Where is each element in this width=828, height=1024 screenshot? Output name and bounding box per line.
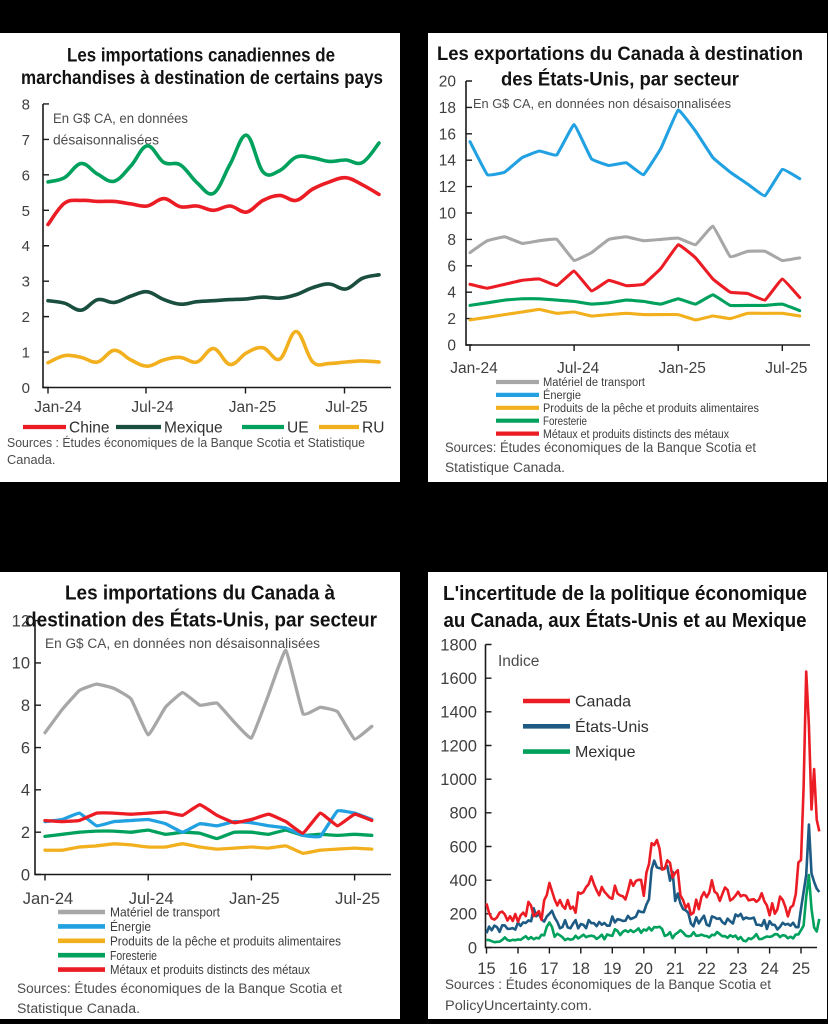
svg-text:6: 6	[22, 167, 30, 184]
svg-text:En G$ CA, en données non désai: En G$ CA, en données non désaisonnalisée…	[45, 636, 320, 651]
svg-text:Jan-25: Jan-25	[229, 890, 279, 908]
svg-text:3: 3	[22, 274, 30, 291]
svg-text:Statistique Canada.: Statistique Canada.	[17, 1001, 140, 1017]
svg-text:10: 10	[439, 206, 457, 223]
svg-text:600: 600	[449, 838, 477, 856]
svg-text:7: 7	[22, 132, 30, 149]
svg-text:1400: 1400	[440, 704, 477, 722]
svg-text:Produits de la pêche et produi: Produits de la pêche et produits aliment…	[543, 403, 759, 415]
svg-text:15: 15	[477, 960, 495, 978]
svg-text:Sources : Études économiques d: Sources : Études économiques de la Banqu…	[7, 435, 365, 450]
svg-text:16: 16	[509, 960, 527, 978]
svg-text:Jul-24: Jul-24	[129, 890, 174, 908]
svg-text:8: 8	[447, 232, 456, 249]
svg-text:21: 21	[666, 960, 684, 978]
svg-text:En G$ CA, en données: En G$ CA, en données	[53, 111, 188, 126]
svg-text:RU: RU	[362, 420, 384, 437]
svg-text:24: 24	[760, 960, 778, 978]
svg-text:Produits de la pêche et produi: Produits de la pêche et produits aliment…	[110, 934, 341, 948]
svg-text:Jan-25: Jan-25	[229, 399, 276, 416]
svg-text:Jul-25: Jul-25	[325, 399, 367, 416]
svg-text:1200: 1200	[440, 737, 477, 755]
svg-text:12: 12	[439, 179, 456, 196]
svg-text:Canada: Canada	[575, 694, 631, 711]
svg-text:6: 6	[21, 739, 30, 757]
svg-text:Jan-25: Jan-25	[658, 360, 705, 377]
svg-text:0: 0	[22, 380, 30, 397]
svg-text:0: 0	[468, 939, 477, 957]
svg-text:18: 18	[439, 100, 456, 117]
svg-text:Les importations canadiennes d: Les importations canadiennes de	[67, 46, 335, 67]
svg-text:Foresterie: Foresterie	[543, 416, 587, 428]
svg-text:8: 8	[21, 697, 30, 715]
svg-text:Jul-25: Jul-25	[765, 360, 807, 377]
svg-text:200: 200	[449, 906, 477, 924]
svg-text:Métaux et produits distincts d: Métaux et produits distincts des métaux	[110, 963, 311, 977]
svg-text:Jul-24: Jul-24	[131, 399, 174, 416]
svg-text:des États-Unis, par secteur: des États-Unis, par secteur	[501, 69, 740, 91]
svg-text:16: 16	[439, 126, 456, 143]
svg-text:Indice: Indice	[498, 653, 539, 670]
svg-text:4: 4	[21, 782, 30, 800]
svg-text:Foresterie: Foresterie	[110, 949, 157, 963]
svg-text:2: 2	[21, 824, 30, 842]
svg-text:20: 20	[635, 960, 653, 978]
svg-text:Sources : Études économiques d: Sources : Études économiques de la Banqu…	[445, 976, 771, 993]
svg-text:2: 2	[22, 309, 30, 326]
svg-text:UE: UE	[287, 420, 309, 437]
svg-text:4: 4	[447, 285, 456, 302]
svg-text:États-Unis: États-Unis	[575, 717, 649, 736]
svg-text:8: 8	[22, 97, 30, 114]
svg-text:au Canada, aux États-Unis et a: au Canada, aux États-Unis et au Mexique	[444, 609, 807, 632]
svg-text:Jan-24: Jan-24	[34, 399, 82, 416]
svg-text:10: 10	[12, 655, 30, 673]
svg-text:Les exportations du Canada à d: Les exportations du Canada à destination	[437, 44, 803, 65]
svg-text:6: 6	[447, 258, 456, 275]
svg-text:En G$ CA, en données non désai: En G$ CA, en données non désaisonnalisée…	[473, 96, 731, 111]
svg-text:12: 12	[12, 612, 30, 630]
svg-text:désaisonnalisées: désaisonnalisées	[53, 133, 159, 148]
svg-text:20: 20	[439, 74, 457, 91]
svg-text:1600: 1600	[440, 670, 477, 688]
svg-text:19: 19	[603, 960, 621, 978]
svg-text:1: 1	[22, 345, 30, 362]
svg-text:Jan-24: Jan-24	[450, 360, 498, 377]
svg-text:Métaux et produits distincts d: Métaux et produits distincts des métaux	[543, 429, 729, 441]
svg-text:2: 2	[447, 311, 456, 328]
svg-text:L'incertitude de la politique: L'incertitude de la politique économique	[443, 583, 807, 605]
svg-text:Mexique: Mexique	[164, 420, 223, 437]
svg-text:1800: 1800	[440, 636, 477, 654]
svg-text:Énergie: Énergie	[543, 389, 581, 402]
svg-text:destination des États-Unis, pa: destination des États-Unis, par secteur	[25, 609, 377, 632]
svg-text:0: 0	[447, 338, 456, 355]
svg-text:Canada.: Canada.	[7, 452, 55, 467]
svg-text:Matériel de transport: Matériel de transport	[543, 377, 646, 389]
svg-text:Sources: Études économiques de: Sources: Études économiques de la Banque…	[17, 980, 342, 997]
svg-text:marchandises à destination de: marchandises à destination de certains p…	[21, 68, 383, 89]
svg-text:Chine: Chine	[69, 420, 110, 437]
svg-text:Énergie: Énergie	[110, 919, 151, 934]
svg-text:Jul-24: Jul-24	[557, 360, 600, 377]
svg-text:Statistique Canada.: Statistique Canada.	[445, 460, 565, 476]
svg-text:Les importations du Canada à: Les importations du Canada à	[65, 583, 336, 605]
svg-text:4: 4	[22, 238, 30, 255]
svg-text:Jul-25: Jul-25	[335, 890, 380, 908]
svg-text:Sources: Études économiques de: Sources: Études économiques de la Banque…	[445, 439, 756, 456]
svg-text:400: 400	[449, 872, 477, 890]
svg-text:PolicyUncertainty.com.: PolicyUncertainty.com.	[445, 998, 592, 1014]
svg-text:14: 14	[439, 153, 457, 170]
svg-text:1000: 1000	[440, 771, 477, 789]
svg-text:25: 25	[792, 960, 810, 978]
svg-text:17: 17	[540, 960, 558, 978]
svg-text:Mexique: Mexique	[575, 744, 636, 761]
svg-text:18: 18	[572, 960, 590, 978]
svg-text:Matériel de transport: Matériel de transport	[110, 906, 221, 920]
svg-text:800: 800	[449, 805, 477, 823]
svg-text:5: 5	[22, 203, 30, 220]
svg-text:Jan-24: Jan-24	[23, 890, 73, 908]
svg-text:22: 22	[697, 960, 715, 978]
svg-text:0: 0	[21, 866, 30, 884]
svg-text:23: 23	[729, 960, 747, 978]
